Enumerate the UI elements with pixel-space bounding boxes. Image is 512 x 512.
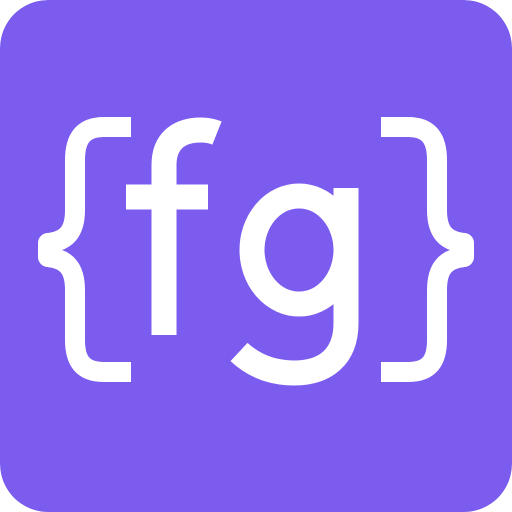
letter-f-glyph xyxy=(126,117,222,335)
left-brace-glyph xyxy=(38,117,131,382)
letter-g-glyph xyxy=(230,183,359,386)
right-brace-glyph xyxy=(381,117,474,382)
